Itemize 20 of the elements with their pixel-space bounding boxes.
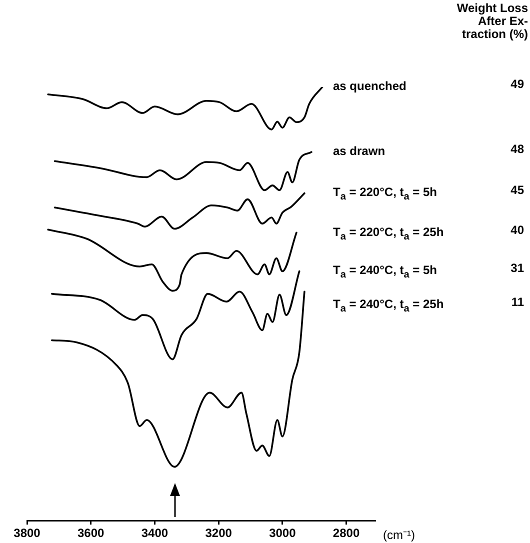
x-tick-label: 2800 bbox=[332, 526, 360, 540]
text: 49 bbox=[510, 77, 524, 91]
text: Weight Loss After Ex- traction (%) bbox=[456, 1, 528, 41]
series-label: as drawn bbox=[333, 144, 386, 158]
text: 31 bbox=[510, 261, 524, 276]
text: T$_{a}$ = 240°C, t$_{a}$ = 5h bbox=[333, 263, 437, 283]
text: T$_{a}$ = 220°C, t$_{a}$ = 5h bbox=[333, 185, 437, 205]
text: 45 bbox=[510, 183, 524, 198]
text: 11 bbox=[511, 295, 524, 310]
x-tick-label: 3600 bbox=[78, 526, 105, 540]
x-tick-label: 3800 bbox=[14, 526, 41, 540]
x-tick-label: 3400 bbox=[141, 526, 168, 540]
series-label: as quenched bbox=[333, 79, 406, 93]
x-axis-title: (cm⁻¹) bbox=[383, 526, 415, 543]
text: T$_{a}$ = 220°C, t$_{a}$ = 25h bbox=[333, 224, 444, 244]
text: 48 bbox=[510, 142, 524, 156]
text: T$_{a}$ = 240°C, t$_{a}$ = 25h bbox=[333, 297, 444, 317]
x-tick-label: 3000 bbox=[269, 526, 296, 540]
x-tick-label: 3200 bbox=[205, 526, 232, 540]
text: 40 bbox=[510, 222, 524, 237]
